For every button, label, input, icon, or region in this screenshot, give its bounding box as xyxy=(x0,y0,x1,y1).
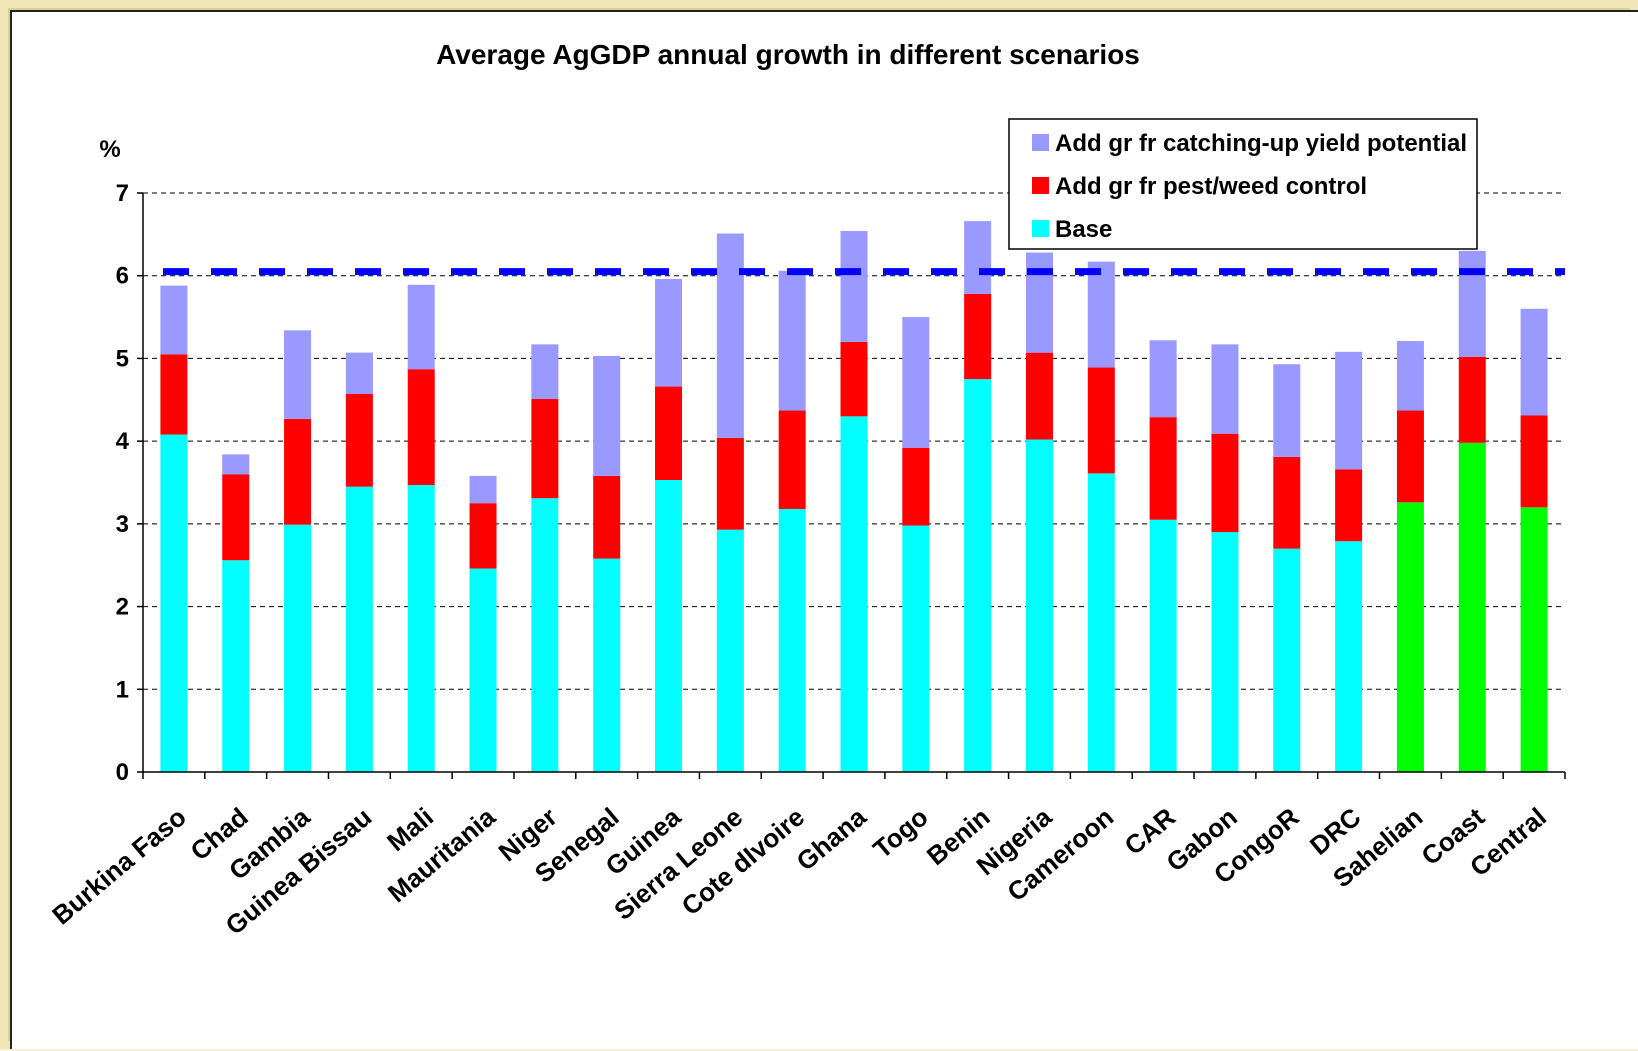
bar-segment xyxy=(655,480,683,772)
bar-segment xyxy=(778,410,806,509)
bar-group xyxy=(160,221,1548,772)
chart: Average AgGDP annual growth in different… xyxy=(46,39,1566,941)
bar-segment xyxy=(1087,367,1115,474)
bar-segment xyxy=(716,437,744,530)
bar-segment xyxy=(284,330,312,419)
y-tick-labels: 0 1 2 3 4 5 6 7 xyxy=(116,180,130,786)
bar-segment xyxy=(593,355,621,476)
bar-segment xyxy=(964,221,992,294)
bar-segment xyxy=(1458,442,1486,772)
y-tick-label: 1 xyxy=(116,676,129,703)
bar-segment xyxy=(964,379,992,772)
bar-segment xyxy=(655,386,683,481)
bar-segment xyxy=(1211,532,1239,772)
bar-segment xyxy=(1087,261,1115,368)
legend-swatch xyxy=(1032,134,1049,151)
bar-segment xyxy=(778,270,806,411)
bar-segment xyxy=(1025,439,1053,772)
bar-segment xyxy=(1458,356,1486,443)
bar-segment xyxy=(902,317,930,448)
bar-segment xyxy=(1025,352,1053,440)
bar-segment xyxy=(160,354,188,435)
bar-segment xyxy=(593,475,621,559)
bar-segment xyxy=(407,369,435,485)
bar-segment xyxy=(160,285,188,355)
legend-label: Add gr fr catching-up yield potential xyxy=(1055,130,1467,157)
bar-segment xyxy=(284,418,312,525)
legend-box xyxy=(1008,118,1478,250)
bar-segment xyxy=(469,475,497,504)
bar-segment xyxy=(716,233,744,438)
bar-segment xyxy=(1458,250,1486,357)
bar-segment xyxy=(1520,415,1548,508)
bar-segment xyxy=(902,447,930,526)
bar-segment xyxy=(345,352,373,394)
bar-segment xyxy=(964,293,992,380)
legend-swatch xyxy=(1032,177,1049,194)
bar-segment xyxy=(1396,410,1424,503)
bar-segment xyxy=(1273,548,1301,772)
bar-segment xyxy=(840,231,868,342)
y-tick-label: 5 xyxy=(116,345,129,372)
legend-label: Base xyxy=(1055,216,1112,243)
bar-segment xyxy=(345,486,373,772)
bar-segment xyxy=(222,560,250,772)
y-tick-label: 6 xyxy=(116,263,129,290)
y-tick-label: 0 xyxy=(116,759,129,786)
y-tick-label: 3 xyxy=(116,511,129,538)
y-tick-label: 4 xyxy=(116,428,130,455)
bar-segment xyxy=(222,454,250,475)
legend: Add gr fr catching-up yield potential Add… xyxy=(1008,118,1478,250)
y-axis-label: % xyxy=(99,136,120,163)
bar-segment xyxy=(1520,308,1548,416)
bar-segment xyxy=(407,284,435,370)
bar-segment xyxy=(284,524,312,772)
bar-segment xyxy=(531,344,559,399)
bar-segment xyxy=(1335,469,1363,542)
bar-segment xyxy=(902,525,930,772)
bar-segment xyxy=(469,503,497,569)
bar-segment xyxy=(1211,344,1239,434)
bar-segment xyxy=(469,568,497,772)
bar-segment xyxy=(1335,541,1363,772)
chart-panel: Average AgGDP annual growth in different… xyxy=(10,10,1638,1049)
y-tick-label: 2 xyxy=(116,594,129,621)
bar-segment xyxy=(840,416,868,772)
bar-segment xyxy=(1396,341,1424,411)
bar-segment xyxy=(1396,502,1424,772)
bar-segment xyxy=(222,474,250,561)
bar-segment xyxy=(1273,364,1301,457)
legend-swatch xyxy=(1032,220,1049,237)
bar-segment xyxy=(1335,351,1363,470)
bar-segment xyxy=(1211,433,1239,533)
x-tick-label: Ghana xyxy=(791,801,873,876)
bar-segment xyxy=(531,398,559,499)
bar-segment xyxy=(593,558,621,772)
bar-segment xyxy=(345,393,373,487)
x-tick-label: Togo xyxy=(867,802,933,865)
x-tick-label: Burkina Faso xyxy=(46,802,191,931)
y-tick-label: 7 xyxy=(116,180,129,207)
bar-segment xyxy=(778,508,806,772)
axes xyxy=(137,192,1566,779)
legend-label: Add gr fr pest/weed control xyxy=(1055,173,1367,200)
bar-segment xyxy=(1149,519,1177,772)
bar-segment xyxy=(840,341,868,417)
bar-segment xyxy=(1149,340,1177,418)
bar-segment xyxy=(1087,473,1115,772)
bar-segment xyxy=(1025,252,1053,353)
bar-segment xyxy=(407,484,435,772)
bar-segment xyxy=(160,434,188,772)
bar-segment xyxy=(1149,417,1177,520)
bar-segment xyxy=(531,498,559,772)
bar-segment xyxy=(1273,456,1301,549)
bar-segment xyxy=(1520,507,1548,772)
bar-segment xyxy=(655,279,683,387)
bar-segment xyxy=(716,529,744,772)
chart-title: Average AgGDP annual growth in different… xyxy=(436,39,1140,70)
